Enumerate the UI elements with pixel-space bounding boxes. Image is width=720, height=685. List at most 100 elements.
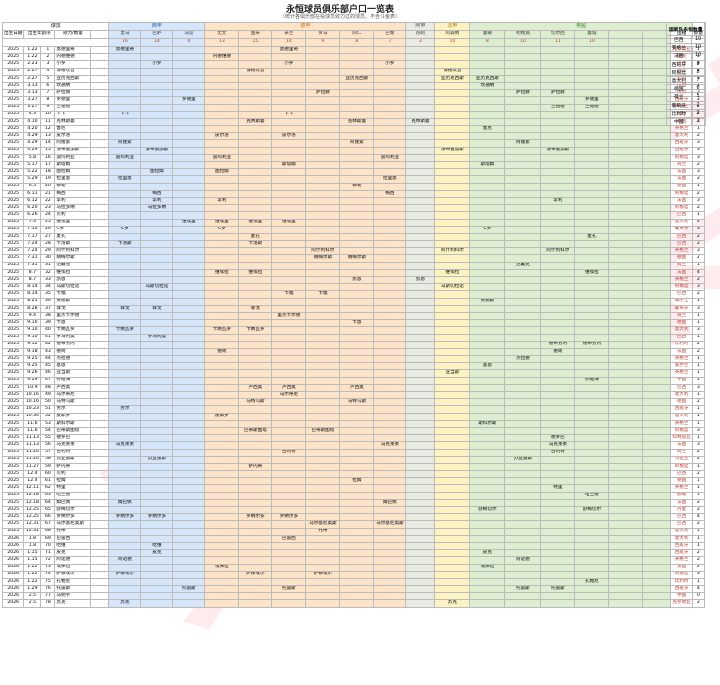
club-cell — [271, 577, 307, 587]
table-cell — [608, 139, 644, 148]
club-cell — [540, 297, 576, 306]
club-cell — [172, 189, 206, 198]
club-cell — [140, 81, 174, 91]
club-cell: 克林斯曼 — [238, 117, 273, 127]
order-cell: 17 — [40, 160, 56, 170]
club-cell — [172, 67, 206, 76]
club-cell — [574, 117, 610, 127]
club-cell — [305, 182, 341, 191]
order-cell: 49 — [40, 390, 56, 400]
club-cell — [540, 326, 576, 335]
club-cell — [305, 74, 341, 83]
club-cell — [238, 484, 273, 493]
birth-date-cell: 9.10 — [23, 319, 42, 328]
birth-date-cell: 1.22 — [23, 577, 42, 587]
club-cell — [405, 182, 436, 191]
club-cell — [373, 211, 407, 220]
table-cell — [642, 592, 672, 601]
club-cell — [504, 125, 542, 134]
club-cell: 巴蒂斯图塔 — [305, 426, 341, 436]
club-cell — [574, 419, 610, 428]
table-cell — [90, 132, 110, 141]
order-cell: 60 — [40, 470, 56, 479]
order-cell: 6 — [40, 81, 56, 91]
club-cell — [140, 297, 174, 306]
club-cell — [172, 139, 206, 148]
club-cell — [172, 383, 206, 393]
club-cell — [373, 355, 407, 364]
club-cell — [405, 261, 436, 270]
club-cell — [469, 347, 506, 357]
count-cell: 2 — [691, 505, 705, 515]
birth-year-cell: 2025 — [1, 290, 25, 299]
nationality-cell: 中国 — [670, 376, 693, 385]
club-cell — [204, 45, 240, 55]
club-cell — [172, 247, 206, 256]
club-cell — [540, 182, 576, 191]
table-cell — [608, 268, 644, 278]
club-header: 阿森纳 — [434, 30, 471, 39]
birth-date-cell: 9.4 — [23, 311, 42, 321]
club-cell — [271, 117, 307, 127]
club-cell — [504, 549, 542, 558]
birth-date-cell: 1.8 — [23, 534, 42, 543]
club-cell: 卢西奥 — [339, 383, 375, 393]
nat-name-cell: 西班牙 — [666, 59, 692, 69]
club-cell — [373, 53, 407, 62]
club-cell — [405, 527, 436, 536]
club-count: 8 — [469, 38, 506, 47]
table-row: 2025 8.7 32 维埃拉 维埃拉 维埃拉 维埃拉 维埃拉 法国 4 — [1, 268, 705, 278]
table-cell — [608, 110, 644, 119]
club-cell — [305, 455, 341, 464]
club-cell — [405, 196, 436, 206]
birth-date-cell: 1.22 — [23, 45, 42, 55]
club-cell — [271, 398, 307, 407]
table-row: 2026 2.5 77 马明宇 中国 0 — [1, 592, 705, 601]
order-cell: 69 — [40, 534, 56, 543]
club-cell: 苏克 — [434, 599, 471, 608]
club-cell: 麦孔 — [574, 232, 610, 242]
club-cell — [373, 319, 407, 328]
club-cell — [238, 455, 273, 464]
nationality-cell: 法国 — [670, 168, 693, 177]
club-cell — [469, 168, 506, 177]
club-cell: 托雷斯 — [504, 585, 542, 594]
club-cell — [434, 477, 471, 486]
table-cell — [90, 283, 110, 292]
birth-date-cell: 6.12 — [23, 196, 42, 206]
club-cell — [108, 383, 142, 393]
club-cell — [574, 240, 610, 249]
club-cell — [373, 362, 407, 371]
club-cell — [140, 45, 174, 55]
club-cell — [504, 563, 542, 572]
club-cell — [172, 498, 206, 508]
club-cell — [108, 67, 142, 76]
club-cell — [305, 347, 341, 357]
club-count: 10 — [504, 38, 542, 47]
club-cell — [271, 455, 307, 464]
club-cell — [574, 211, 610, 220]
club-cell — [504, 326, 542, 335]
club-cell — [339, 146, 375, 155]
table-cell — [608, 398, 644, 407]
club-cell — [339, 347, 375, 357]
table-cell — [608, 96, 644, 105]
club-cell — [405, 110, 436, 119]
player-name-cell: 孔帕尼 — [54, 577, 92, 587]
birth-year-cell: 2025 — [1, 376, 25, 385]
table-cell — [90, 520, 110, 529]
club-cell — [405, 189, 436, 198]
birth-year-cell: 2025 — [1, 434, 25, 443]
club-cell: 托蒂 — [305, 527, 341, 536]
club-cell — [469, 333, 506, 342]
table-row: 2025 9.4 38 里杰卡尔德 里杰卡尔德 荷兰 1 — [1, 311, 705, 321]
club-cell — [540, 45, 576, 55]
count-cell: 2 — [691, 556, 705, 565]
table-cell — [642, 311, 672, 321]
club-cell — [172, 412, 206, 421]
club-cell — [204, 232, 240, 242]
count-cell: 3 — [691, 196, 705, 206]
birth-year-cell: 2025 — [1, 520, 25, 529]
club-header: 切尔西 — [540, 30, 576, 39]
club-cell — [504, 146, 542, 155]
